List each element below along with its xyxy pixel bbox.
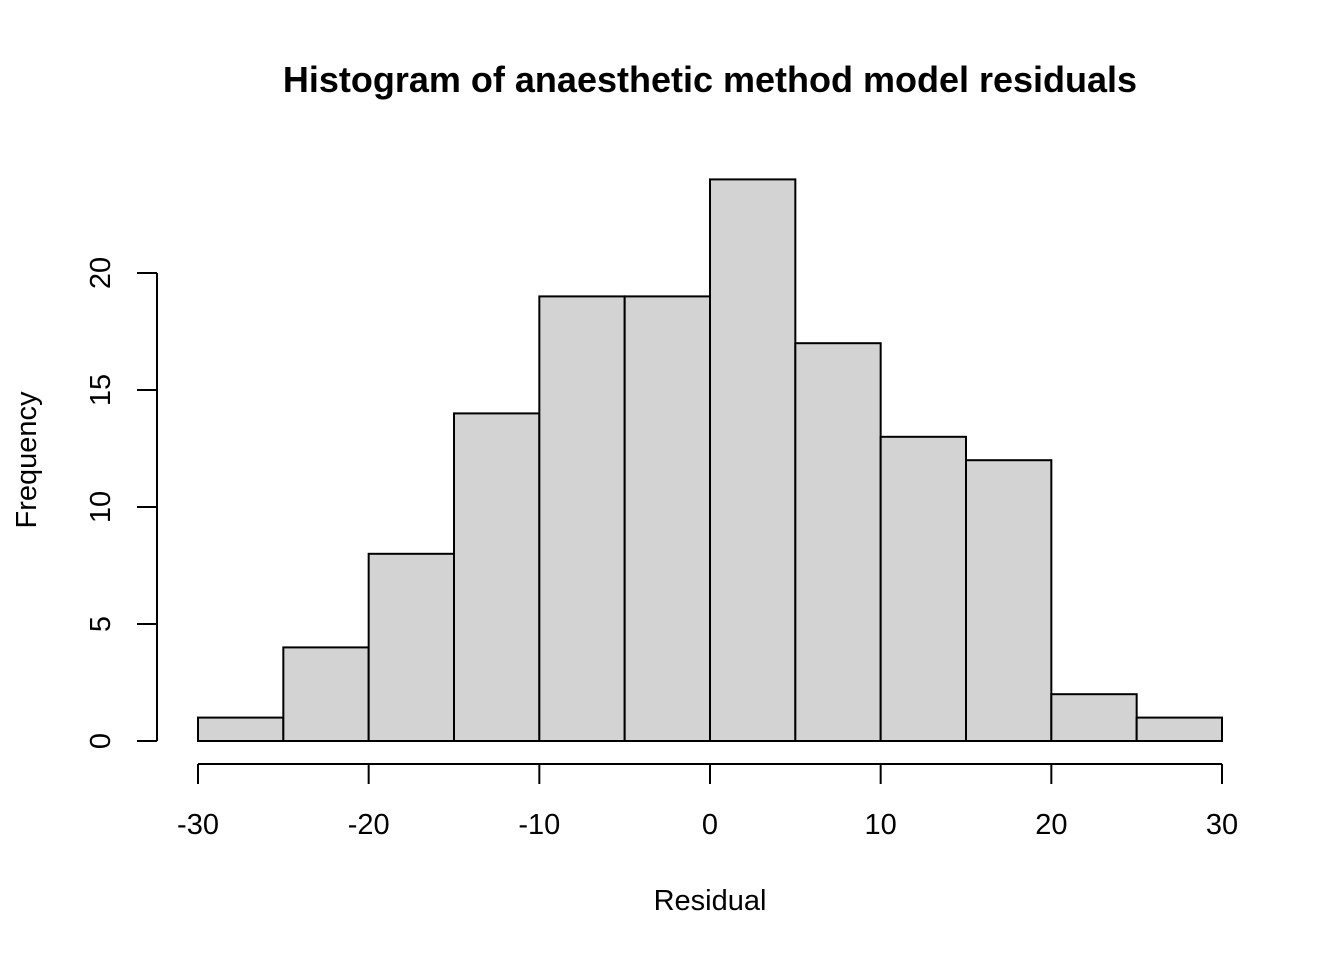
y-tick-label: 0: [85, 733, 117, 749]
histogram-bar: [1135, 716, 1223, 742]
y-tick-label: 5: [85, 616, 117, 632]
x-tick-label: -10: [518, 809, 560, 841]
x-tick-label: -30: [177, 809, 219, 841]
histogram-bar: [794, 342, 882, 742]
x-tick-label: 10: [865, 809, 897, 841]
x-tick-label: 20: [1035, 809, 1067, 841]
y-axis: 0 5 10 15 20: [85, 257, 158, 749]
x-tick-label: 30: [1206, 809, 1238, 841]
x-tick-label: 0: [702, 809, 718, 841]
y-tick-label: 20: [85, 257, 117, 289]
histogram-bar: [623, 295, 712, 742]
histogram-bar: [453, 412, 541, 742]
x-axis-label: Residual: [654, 885, 767, 917]
x-tick-label: -20: [348, 809, 390, 841]
chart-title: Histogram of anaesthetic method model re…: [283, 59, 1137, 100]
x-axis: -30 -20 -10 0 10 20 30: [177, 763, 1238, 841]
y-axis-label: Frequency: [11, 391, 43, 529]
histogram-bar: [709, 178, 797, 742]
histogram-bar: [367, 552, 455, 742]
bars-group: [197, 178, 1223, 743]
y-tick-label: 15: [85, 374, 117, 406]
histogram-bar: [1050, 693, 1138, 743]
y-tick-label: 10: [85, 491, 117, 523]
histogram-bar: [197, 716, 285, 742]
histogram-bar: [282, 646, 370, 743]
histogram-bar: [965, 459, 1053, 742]
histogram-bar: [538, 295, 626, 742]
histogram-bar: [879, 435, 968, 742]
